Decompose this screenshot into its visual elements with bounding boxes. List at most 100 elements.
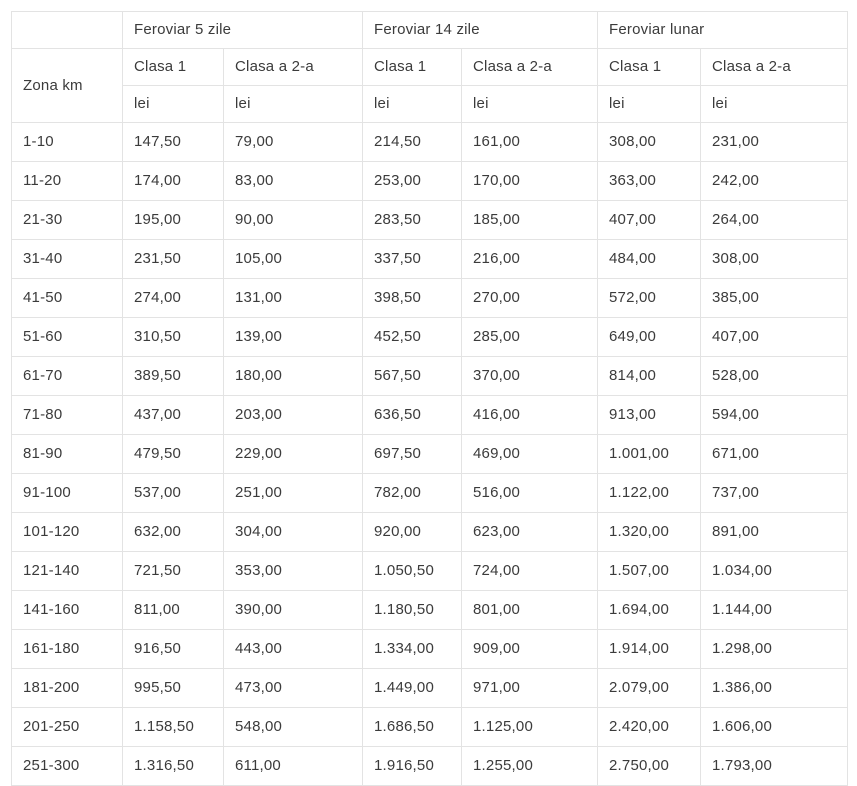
zona-cell: 141-160 bbox=[11, 590, 123, 630]
fare-cell: 214,50 bbox=[362, 122, 463, 162]
fare-cell: 231,50 bbox=[122, 239, 224, 279]
table-row: 201-250 1.158,50 548,00 1.686,50 1.125,00 2.4… bbox=[11, 707, 849, 747]
fare-cell: 1.914,00 bbox=[597, 629, 702, 669]
table-row: 1-10 147,50 79,00 214,50 161,00 308,00 231,00 bbox=[11, 122, 849, 162]
fare-cell: 1.916,50 bbox=[362, 746, 463, 786]
zona-cell: 121-140 bbox=[11, 551, 123, 591]
zona-cell: 11-20 bbox=[11, 161, 123, 201]
fare-cell: 721,50 bbox=[122, 551, 224, 591]
fare-cell: 170,00 bbox=[461, 161, 599, 201]
table-row: 21-30 195,00 90,00 283,50 185,00 407,00 264,00 bbox=[11, 200, 849, 240]
fare-table: Feroviar 5 zile Feroviar 14 zile Ferovia… bbox=[11, 11, 849, 786]
zona-cell: 41-50 bbox=[11, 278, 123, 318]
zona-cell: 21-30 bbox=[11, 200, 123, 240]
fare-cell: 801,00 bbox=[461, 590, 599, 630]
fare-cell: 139,00 bbox=[222, 317, 364, 357]
fare-cell: 1.050,50 bbox=[362, 551, 463, 591]
fare-cell: 1.255,00 bbox=[461, 746, 599, 786]
zona-cell: 61-70 bbox=[11, 356, 123, 396]
table-header: Feroviar 5 zile Feroviar 14 zile Ferovia… bbox=[11, 11, 849, 123]
fare-cell: 274,00 bbox=[122, 278, 224, 318]
table-row: 101-120 632,00 304,00 920,00 623,00 1.320,00 8… bbox=[11, 512, 849, 552]
fare-cell: 443,00 bbox=[222, 629, 364, 669]
zona-cell: 91-100 bbox=[11, 473, 123, 513]
class-header: Clasa 1 bbox=[362, 48, 463, 86]
empty-corner-cell bbox=[11, 11, 123, 49]
fare-cell: 390,00 bbox=[222, 590, 364, 630]
table-row: 41-50 274,00 131,00 398,50 270,00 572,00 385,0… bbox=[11, 278, 849, 318]
fare-cell: 1.034,00 bbox=[700, 551, 849, 591]
fare-cell: 285,00 bbox=[461, 317, 599, 357]
fare-table-body: 1-10 147,50 79,00 214,50 161,00 308,00 231,00 1… bbox=[11, 122, 849, 786]
table-row: 251-300 1.316,50 611,00 1.916,50 1.255,00 2.7… bbox=[11, 746, 849, 786]
table-row: 51-60 310,50 139,00 452,50 285,00 649,00 407,0… bbox=[11, 317, 849, 357]
zona-cell: 51-60 bbox=[11, 317, 123, 357]
table-row: 71-80 437,00 203,00 636,50 416,00 913,00 594,0… bbox=[11, 395, 849, 435]
zona-cell: 81-90 bbox=[11, 434, 123, 474]
fare-cell: 161,00 bbox=[461, 122, 599, 162]
fare-cell: 1.122,00 bbox=[597, 473, 702, 513]
class-header-row: Zona km Clasa 1 Clasa a 2-a Clasa 1 Clas… bbox=[11, 48, 849, 123]
fare-cell: 891,00 bbox=[700, 512, 849, 552]
fare-cell: 353,00 bbox=[222, 551, 364, 591]
fare-cell: 83,00 bbox=[222, 161, 364, 201]
fare-cell: 811,00 bbox=[122, 590, 224, 630]
fare-cell: 782,00 bbox=[362, 473, 463, 513]
fare-cell: 920,00 bbox=[362, 512, 463, 552]
fare-cell: 1.686,50 bbox=[362, 707, 463, 747]
fare-cell: 671,00 bbox=[700, 434, 849, 474]
column-group-header: Feroviar 5 zile bbox=[121, 11, 364, 49]
fare-cell: 971,00 bbox=[461, 668, 599, 708]
class-header: Clasa 1 bbox=[122, 48, 224, 86]
fare-cell: 2.750,00 bbox=[597, 746, 702, 786]
unit-header: lei bbox=[222, 85, 364, 123]
fare-cell: 253,00 bbox=[362, 161, 463, 201]
unit-header: lei bbox=[700, 85, 849, 123]
fare-cell: 79,00 bbox=[222, 122, 364, 162]
fare-cell: 229,00 bbox=[222, 434, 364, 474]
fare-cell: 2.420,00 bbox=[597, 707, 702, 747]
fare-cell: 203,00 bbox=[222, 395, 364, 435]
zona-cell: 1-10 bbox=[11, 122, 123, 162]
fare-cell: 407,00 bbox=[597, 200, 702, 240]
fare-cell: 479,50 bbox=[122, 434, 224, 474]
fare-cell: 1.694,00 bbox=[597, 590, 702, 630]
fare-cell: 916,50 bbox=[122, 629, 224, 669]
fare-cell: 398,50 bbox=[362, 278, 463, 318]
fare-cell: 385,00 bbox=[700, 278, 849, 318]
class-header: Clasa 1 bbox=[597, 48, 702, 86]
fare-cell: 304,00 bbox=[222, 512, 364, 552]
fare-cell: 1.334,00 bbox=[362, 629, 463, 669]
fare-cell: 1.316,50 bbox=[122, 746, 224, 786]
column-group-header: Feroviar 14 zile bbox=[362, 11, 599, 49]
unit-header-row: lei lei lei lei lei lei bbox=[12, 85, 849, 123]
table-row: 121-140 721,50 353,00 1.050,50 724,00 1.507,0… bbox=[11, 551, 849, 591]
fare-cell: 105,00 bbox=[222, 239, 364, 279]
fare-cell: 594,00 bbox=[700, 395, 849, 435]
fare-cell: 407,00 bbox=[700, 317, 849, 357]
fare-cell: 632,00 bbox=[122, 512, 224, 552]
fare-cell: 131,00 bbox=[222, 278, 364, 318]
column-group-header: Feroviar lunar bbox=[597, 11, 849, 49]
fare-cell: 724,00 bbox=[461, 551, 599, 591]
fare-cell: 1.449,00 bbox=[362, 668, 463, 708]
fare-cell: 337,50 bbox=[362, 239, 463, 279]
fare-cell: 1.386,00 bbox=[700, 668, 849, 708]
fare-cell: 283,50 bbox=[362, 200, 463, 240]
fare-cell: 1.793,00 bbox=[700, 746, 849, 786]
fare-cell: 452,50 bbox=[362, 317, 463, 357]
fare-cell: 242,00 bbox=[700, 161, 849, 201]
table-row: 161-180 916,50 443,00 1.334,00 909,00 1.914,0… bbox=[11, 629, 849, 669]
fare-cell: 636,50 bbox=[362, 395, 463, 435]
zona-cell: 71-80 bbox=[11, 395, 123, 435]
fare-cell: 231,00 bbox=[700, 122, 849, 162]
zona-cell: 181-200 bbox=[11, 668, 123, 708]
fare-cell: 185,00 bbox=[461, 200, 599, 240]
fare-cell: 308,00 bbox=[700, 239, 849, 279]
fare-cell: 363,00 bbox=[597, 161, 702, 201]
zona-cell: 31-40 bbox=[11, 239, 123, 279]
fare-cell: 180,00 bbox=[222, 356, 364, 396]
fare-cell: 1.507,00 bbox=[597, 551, 702, 591]
table-row: 61-70 389,50 180,00 567,50 370,00 814,00 528,0… bbox=[11, 356, 849, 396]
